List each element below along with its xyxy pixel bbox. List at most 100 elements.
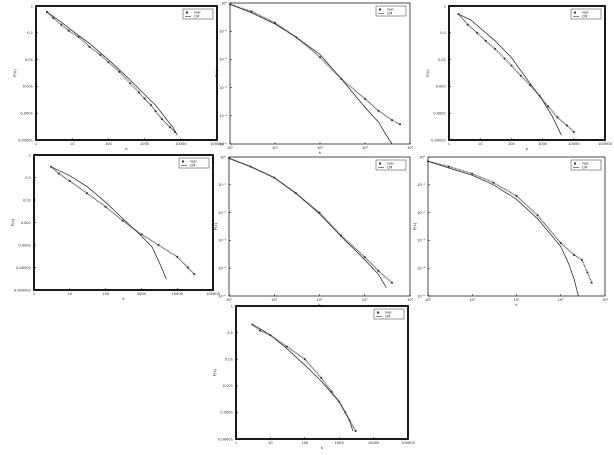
x-tick-label: 10000 bbox=[171, 292, 183, 296]
data-point-real bbox=[118, 70, 121, 73]
data-point-real bbox=[318, 211, 321, 214]
x-axis-label: k bbox=[122, 296, 125, 301]
series-line-cm bbox=[50, 166, 167, 280]
legend-entry: CM bbox=[190, 164, 195, 168]
data-point-real bbox=[193, 273, 196, 276]
data-point-real bbox=[559, 242, 562, 244]
legend-box bbox=[570, 159, 602, 171]
x-tick-label: 10² bbox=[317, 146, 324, 150]
x-tick-label: 1 bbox=[448, 142, 450, 146]
data-point-real bbox=[364, 97, 366, 100]
x-tick-label: 10000 bbox=[368, 441, 380, 445]
series-line-cm bbox=[252, 324, 354, 432]
x-tick-label: 10 bbox=[268, 441, 273, 445]
plot-frame bbox=[35, 5, 218, 141]
data-point-real bbox=[484, 39, 487, 42]
y-tick-label: 0.0001 bbox=[220, 411, 233, 415]
plot-frame bbox=[229, 2, 411, 145]
y-tick-label: 10⁻² bbox=[219, 58, 227, 62]
data-point-real bbox=[586, 271, 589, 274]
data-point-real bbox=[466, 23, 469, 26]
y-tick-label: 10⁰ bbox=[419, 155, 426, 159]
x-tick-label: 1000 bbox=[137, 292, 147, 296]
legend-marker-real bbox=[379, 162, 381, 165]
y-tick-label: 10⁻³ bbox=[417, 239, 425, 243]
data-point-real bbox=[274, 21, 276, 24]
x-tick-label: 1 bbox=[235, 441, 237, 445]
y-tick-label: 1 bbox=[29, 153, 31, 157]
series-line-cm bbox=[427, 160, 579, 297]
y-tick-label: 10⁻¹ bbox=[218, 183, 226, 187]
data-point-real bbox=[536, 214, 539, 217]
data-point-real bbox=[391, 119, 393, 122]
y-tick-label: 10⁻³ bbox=[219, 86, 227, 90]
data-point-real bbox=[229, 3, 231, 6]
series-trace-real bbox=[229, 3, 401, 125]
x-tick-label: 10³ bbox=[362, 146, 369, 150]
data-point-real bbox=[330, 390, 333, 393]
legend-entry: real bbox=[387, 8, 393, 12]
legend-entry: CM bbox=[387, 12, 392, 16]
x-tick-label: 100 bbox=[508, 142, 516, 146]
y-tick-label: 0.00001 bbox=[16, 266, 31, 270]
data-point-real bbox=[140, 233, 143, 236]
y-tick-label: 0.00001 bbox=[218, 437, 233, 441]
legend-box bbox=[178, 157, 210, 169]
y-tick-label: 1 bbox=[444, 4, 446, 8]
legend-entry: CM bbox=[387, 166, 392, 170]
legend-entry: real bbox=[582, 162, 588, 166]
data-point-real bbox=[143, 97, 146, 100]
data-point-real bbox=[448, 165, 451, 168]
data-point-real bbox=[99, 53, 102, 56]
y-tick-label: 0.001 bbox=[23, 85, 33, 89]
data-point-real bbox=[377, 109, 380, 112]
x-tick-label: 10⁰ bbox=[425, 298, 432, 302]
data-point-real bbox=[176, 255, 179, 258]
x-tick-label: 1 bbox=[33, 292, 35, 296]
data-point-real bbox=[573, 254, 575, 256]
x-tick-label: 10000 bbox=[568, 142, 580, 146]
data-point-real bbox=[471, 172, 474, 175]
data-point-real bbox=[104, 205, 107, 208]
series-trace-real bbox=[228, 157, 393, 284]
y-axis-label: P(k) bbox=[212, 368, 217, 376]
chart-panel-6: 10⁰ 10¹ 10² 10³ 10⁴ 10⁰ 10⁻¹ 10⁻² 10⁻³ 10⁻⁴ 10⁻⁵ k P… bbox=[412, 155, 609, 307]
x-tick-label: 100000 bbox=[210, 142, 224, 146]
legend-entry: real bbox=[387, 162, 393, 166]
x-tick-label: 1000 bbox=[538, 142, 548, 146]
data-point-real bbox=[154, 110, 157, 112]
data-point-real bbox=[515, 194, 518, 197]
x-tick-label: 10¹ bbox=[272, 146, 279, 150]
data-point-real bbox=[138, 91, 140, 94]
data-point-real bbox=[565, 124, 568, 127]
x-tick-label: 10⁰ bbox=[226, 298, 233, 302]
data-point-real bbox=[67, 29, 70, 32]
x-tick-label: 10 bbox=[70, 142, 75, 146]
x-tick-label: 10³ bbox=[362, 298, 369, 302]
legend-box bbox=[373, 308, 405, 320]
data-point-real bbox=[492, 181, 495, 184]
x-tick-label: 10¹ bbox=[469, 298, 476, 302]
series-line-cm bbox=[228, 157, 387, 288]
data-point-real bbox=[303, 358, 306, 361]
y-axis-label: P(k) bbox=[214, 69, 219, 77]
data-point-real bbox=[377, 269, 380, 272]
legend-entry: real bbox=[194, 11, 200, 15]
data-point-real bbox=[250, 10, 253, 13]
x-tick-label: 1 bbox=[35, 142, 37, 146]
x-axis-label: k bbox=[526, 146, 529, 151]
legend-entry: CM bbox=[582, 15, 587, 19]
data-point-real bbox=[457, 13, 460, 15]
y-tick-label: 10⁻¹ bbox=[417, 183, 425, 187]
x-tick-label: 10 bbox=[68, 292, 73, 296]
y-tick-label: 10⁻⁴ bbox=[417, 267, 425, 271]
series-line-cm bbox=[46, 11, 178, 136]
data-point-real bbox=[107, 61, 110, 64]
data-point-real bbox=[85, 192, 88, 195]
x-axis-label: k bbox=[318, 302, 321, 307]
legend-entry: CM bbox=[385, 315, 390, 319]
y-tick-label: 0.01 bbox=[225, 358, 233, 362]
y-tick-label: 0.000001 bbox=[14, 288, 31, 292]
data-point-real bbox=[529, 84, 532, 87]
